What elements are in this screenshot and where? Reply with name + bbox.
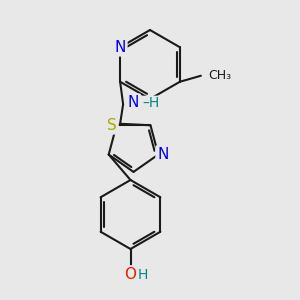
Text: O: O <box>124 267 136 282</box>
Text: N: N <box>157 147 169 162</box>
Text: –H: –H <box>142 96 160 110</box>
Text: H: H <box>138 268 148 282</box>
Text: N: N <box>128 95 139 110</box>
Text: N: N <box>114 40 126 55</box>
Text: S: S <box>107 118 117 133</box>
Text: CH₃: CH₃ <box>208 69 232 82</box>
